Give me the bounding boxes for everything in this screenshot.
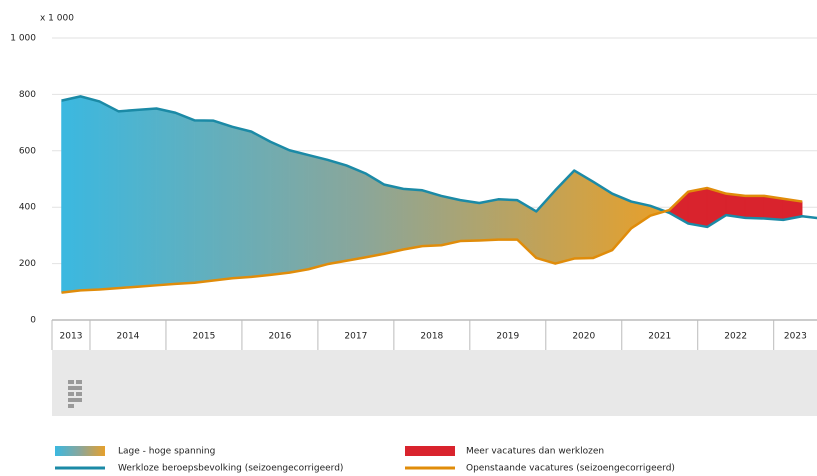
area-segment bbox=[156, 108, 176, 286]
x-tick-label: 2016 bbox=[268, 332, 291, 342]
area-segment bbox=[612, 193, 632, 251]
x-tick-label: 2013 bbox=[60, 332, 83, 342]
x-tick-label: 2018 bbox=[420, 332, 443, 342]
y-tick-label: 800 bbox=[19, 90, 36, 100]
area-segment bbox=[574, 170, 594, 259]
line-series bbox=[61, 95, 817, 229]
area-segment bbox=[555, 169, 575, 264]
area-segment bbox=[289, 149, 309, 273]
legend-swatch bbox=[55, 446, 105, 456]
area-segment bbox=[118, 109, 138, 289]
x-tick-label: 2017 bbox=[344, 332, 367, 342]
x-tick-label: 2021 bbox=[648, 332, 671, 342]
area-segment bbox=[232, 126, 252, 279]
y-tick-label: 200 bbox=[19, 259, 36, 269]
x-tick-label: 2015 bbox=[192, 332, 215, 342]
area-segment bbox=[384, 184, 404, 255]
area-segment bbox=[460, 199, 480, 242]
y-tick-label: 600 bbox=[19, 146, 36, 156]
area-segment bbox=[99, 101, 119, 290]
axis-footer bbox=[52, 350, 817, 416]
area-segment bbox=[327, 159, 347, 265]
y-unit-label: x 1 000 bbox=[40, 14, 74, 24]
area-segment bbox=[479, 199, 499, 241]
y-tick-label: 0 bbox=[30, 316, 36, 326]
area-segment bbox=[744, 195, 765, 219]
y-tick-label: 400 bbox=[19, 203, 36, 213]
area-segment bbox=[80, 96, 100, 291]
area-segment bbox=[422, 189, 442, 247]
area-segment bbox=[441, 195, 461, 246]
area-segment bbox=[213, 120, 233, 281]
area-segment bbox=[270, 141, 290, 276]
x-tick-label: 2019 bbox=[496, 332, 519, 342]
x-tick-label: 2014 bbox=[117, 332, 140, 342]
legend-label: Meer vacatures dan werklozen bbox=[466, 447, 604, 457]
area-segment bbox=[365, 172, 385, 258]
area-segment bbox=[498, 199, 518, 240]
legend-swatch bbox=[405, 446, 455, 456]
area-segment bbox=[175, 112, 195, 285]
area-segment bbox=[403, 188, 423, 250]
line-series bbox=[61, 186, 803, 294]
legend-label: Openstaande vacatures (seizoengecorrigee… bbox=[466, 464, 675, 474]
y-tick-label: 1 000 bbox=[10, 34, 36, 44]
area-segment bbox=[137, 108, 157, 287]
area-segment bbox=[346, 165, 366, 262]
legend-label: Werkloze beroepsbevolking (seizoengecorr… bbox=[118, 464, 343, 474]
area-segment bbox=[687, 187, 708, 228]
area-segment bbox=[308, 154, 328, 270]
cbs-logo bbox=[68, 380, 82, 408]
area-segment bbox=[251, 131, 271, 278]
x-tick-label: 2020 bbox=[572, 332, 595, 342]
x-tick-label: 2023 bbox=[784, 332, 807, 342]
area-segment bbox=[61, 96, 81, 293]
x-tick-label: 2022 bbox=[724, 332, 747, 342]
area-segment bbox=[194, 120, 214, 284]
legend-label: Lage - hoge spanning bbox=[118, 447, 215, 457]
